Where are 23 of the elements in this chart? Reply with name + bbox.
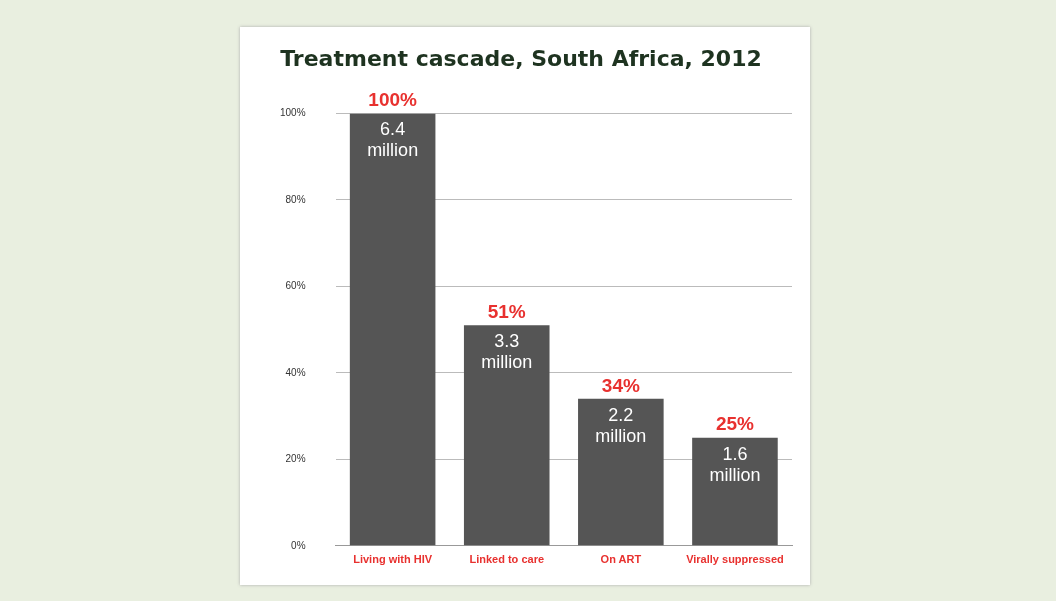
y-tick-label: 20% [285,453,306,465]
data-label: 25% [715,413,755,435]
bar [349,113,436,546]
y-tick-label: 100% [280,107,306,119]
x-tick-label: Living with HIV [353,553,433,566]
chart-title: Treatment cascade, South Africa, 2012 [280,45,762,71]
annotation: 1.6 million [709,443,761,485]
bar [463,325,550,546]
data-label: 51% [487,301,526,323]
x-tick-label: Linked to care [469,553,545,566]
x-tick-label: Virally suppressed [686,553,784,566]
y-tick-label: 60% [285,280,306,292]
y-tick-label: 40% [285,366,306,378]
annotation: 6.4 million [367,119,419,161]
bar [692,437,778,546]
data-label: 100% [368,89,418,111]
y-tick-label: 0% [291,539,306,551]
data-label: 34% [601,374,640,396]
y-tick-label: 80% [285,193,306,205]
annotation: 2.2 million [595,404,647,446]
x-tick-label: On ART [600,553,642,566]
annotation: 3.3 million [481,331,533,373]
bar [578,398,664,546]
